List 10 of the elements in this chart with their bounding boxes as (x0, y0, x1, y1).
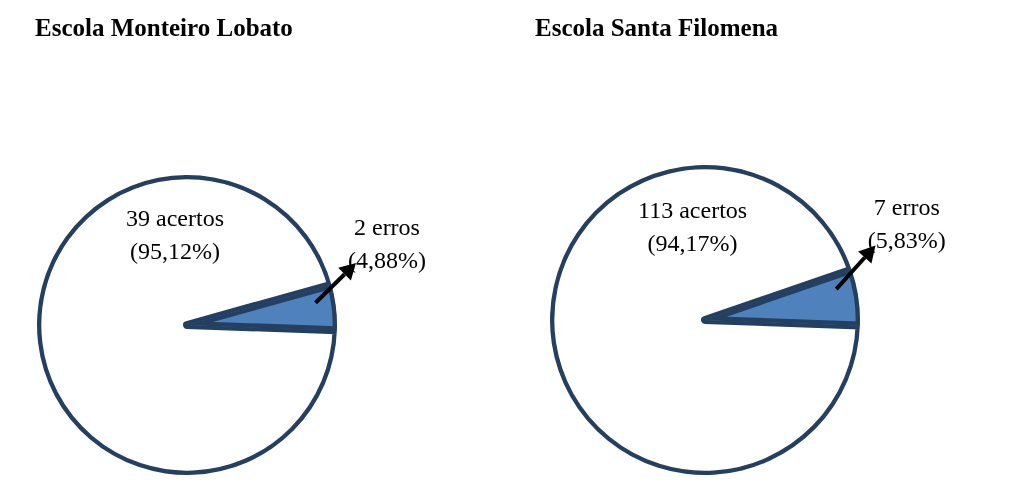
slice-label: 113 acertos (638, 197, 748, 224)
data-label: (94,17%) (647, 230, 738, 257)
chart-title: Escola Santa Filomena (535, 14, 779, 42)
data-label: (5,83%) (867, 227, 946, 254)
slice-label: 7 erros (873, 194, 940, 221)
data-label: (4,88%) (347, 246, 426, 273)
chart-title: Escola Monteiro Lobato (35, 14, 293, 42)
slice-label: 2 erros (353, 213, 420, 240)
data-label: (95,12%) (130, 238, 220, 265)
slice-label: 39 acertos (126, 205, 224, 232)
